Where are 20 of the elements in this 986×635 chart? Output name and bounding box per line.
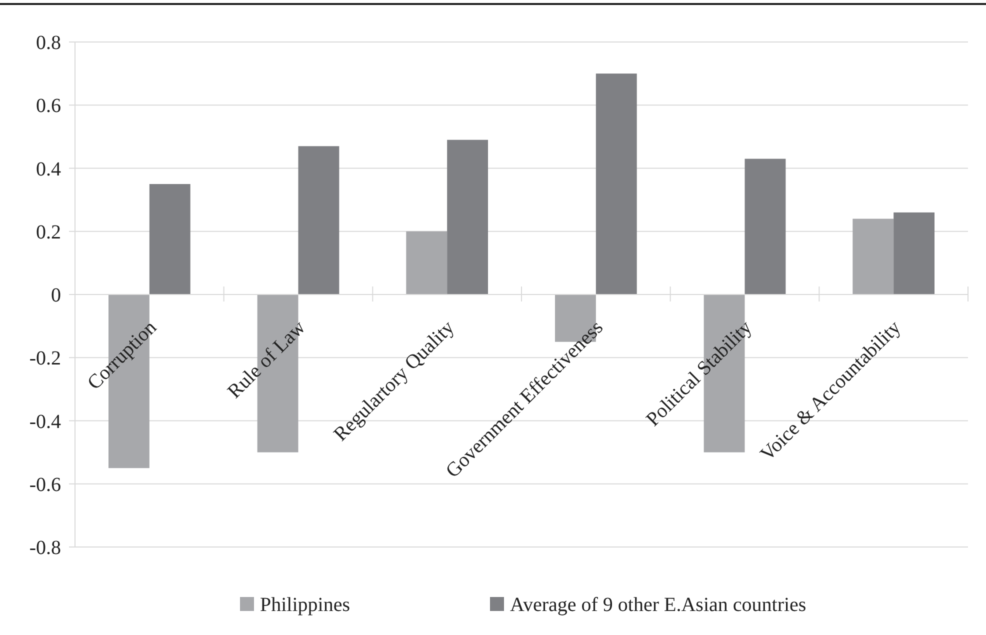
x-tick-label: Rule of Law <box>224 316 310 403</box>
legend-label: Average of 9 other E.Asian countries <box>510 594 806 616</box>
bar <box>298 146 340 294</box>
y-tick-label: 0.8 <box>36 32 61 54</box>
y-tick-label: -0.8 <box>29 537 61 559</box>
bar <box>744 158 786 294</box>
bar <box>406 231 448 294</box>
y-tick-label: 0 <box>51 284 61 306</box>
y-tick-label: 0.6 <box>36 95 61 118</box>
bar <box>852 218 894 294</box>
bar <box>149 184 190 294</box>
legend-label: Philippines <box>260 594 350 616</box>
bar <box>447 140 488 294</box>
y-tick-label: 0.4 <box>36 158 61 180</box>
bar <box>596 74 637 294</box>
bar <box>894 212 935 294</box>
y-tick-label: -0.4 <box>29 410 61 433</box>
y-tick-label: -0.2 <box>29 348 61 370</box>
y-tick-label: 0.2 <box>36 221 61 244</box>
y-tick-label: -0.6 <box>29 474 61 496</box>
